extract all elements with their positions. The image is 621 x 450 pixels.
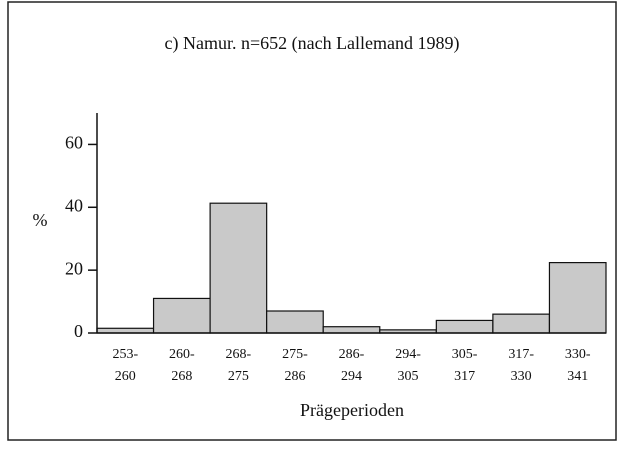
x-axis-label: Prägeperioden	[300, 400, 404, 420]
frame	[7, 1, 617, 441]
bar	[322, 326, 381, 334]
x-tick-label: 253-	[112, 347, 138, 362]
bar	[209, 202, 268, 334]
x-tick-label: 260-	[169, 347, 195, 362]
x-tick-label: 268-	[226, 347, 252, 362]
bar	[492, 313, 551, 334]
x-tick-label: 268	[171, 369, 192, 384]
x-tick-label: 260	[115, 369, 136, 384]
chart-title: c) Namur. n=652 (nach Lallemand 1989)	[164, 33, 459, 54]
bar	[152, 297, 211, 334]
x-tick-label: 330	[511, 369, 532, 384]
x-tick-label: 286	[284, 369, 305, 384]
y-tick-label: 0	[74, 321, 83, 341]
x-tick-label: 305-	[452, 347, 478, 362]
x-tick-label: 294	[341, 369, 362, 384]
x-tick-label: 286-	[339, 347, 365, 362]
bar	[435, 319, 494, 334]
x-tick-label: 341	[567, 369, 588, 384]
x-tick-label: 294-	[395, 347, 421, 362]
x-tick-label: 330-	[565, 347, 591, 362]
x-tick-label: 317	[454, 369, 475, 384]
y-tick-label: 60	[65, 133, 83, 153]
y-tick-label: 20	[65, 258, 83, 278]
x-tick-label: 275-	[282, 347, 308, 362]
bar	[548, 262, 607, 334]
x-tick-label: 317-	[508, 347, 534, 362]
x-tick-label: 275	[228, 369, 249, 384]
y-tick-label: 40	[65, 195, 83, 215]
bar	[266, 310, 324, 334]
y-axis-label: %	[33, 210, 48, 230]
x-tick-label: 305	[398, 369, 419, 384]
